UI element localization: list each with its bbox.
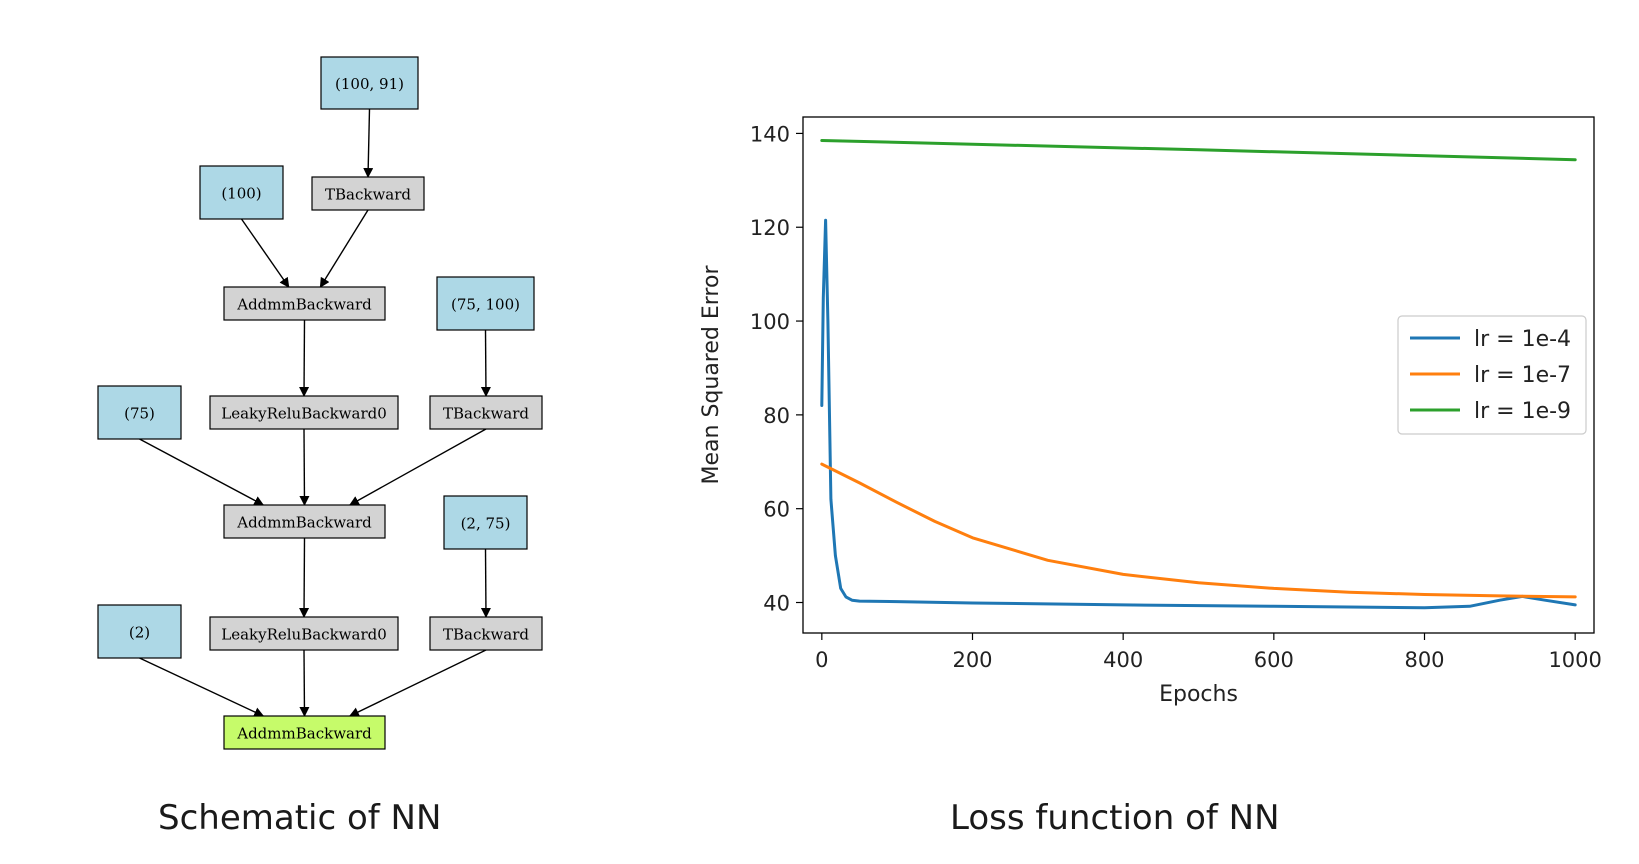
diagram-caption: Schematic of NN [158, 798, 442, 838]
y-tick-label: 140 [750, 122, 790, 146]
node-label: (2, 75) [461, 515, 511, 533]
node-label: TBackward [443, 626, 529, 644]
edge-n3-n4 [319, 209, 369, 288]
y-axis-label: Mean Squared Error [699, 265, 724, 485]
node-n7: LeakyReluBackward0 [209, 395, 399, 430]
node-n4: AddmmBackward [223, 286, 386, 321]
node-n2: (100) [199, 165, 284, 220]
node-box [223, 286, 386, 321]
node-box [209, 395, 399, 430]
node-n6: (75) [97, 385, 182, 440]
node-label: (75) [124, 405, 155, 423]
node-n1: (100, 91) [320, 56, 419, 110]
node-box [320, 56, 419, 110]
node-n5: (75, 100) [436, 276, 535, 331]
diagram-nodes: (100, 91) (100) TBackward AddmmBackward (75,… [97, 56, 543, 750]
node-label: (100) [221, 185, 261, 203]
node-box [429, 395, 543, 430]
edge-n7-n9 [299, 428, 310, 506]
node-label: LeakyReluBackward0 [221, 626, 387, 644]
edge-n4-n7 [299, 319, 310, 397]
node-n11: (2) [97, 604, 182, 659]
node-n9: AddmmBackward [223, 504, 386, 539]
edge-n2-n4 [240, 218, 290, 288]
legend-label-0: lr = 1e-4 [1474, 327, 1571, 352]
x-tick-label: 600 [1254, 648, 1294, 672]
edge-n12-n14 [299, 649, 310, 717]
diagram-edges [139, 108, 491, 717]
node-box [436, 276, 535, 331]
legend-label-2: lr = 1e-9 [1474, 399, 1571, 424]
node-label: TBackward [443, 405, 529, 423]
loss-chart: 0 200 400 600 800 1000 40 60 80 100 120 140 Epochs Me… [699, 116, 1602, 707]
node-box [223, 715, 386, 750]
node-n8: TBackward [429, 395, 543, 430]
edge-n11-n14 [139, 657, 265, 717]
x-tick-label: 800 [1404, 648, 1444, 672]
edge-n6-n9 [139, 438, 265, 506]
node-n10: (2, 75) [443, 495, 528, 550]
series-line-2 [820, 139, 1577, 162]
x-tick-label: 200 [952, 648, 992, 672]
node-n13: TBackward [429, 616, 543, 651]
edge-n10-n13 [480, 548, 491, 618]
node-label: AddmmBackward [236, 725, 372, 743]
x-tick-label: 0 [815, 648, 828, 672]
node-label: LeakyReluBackward0 [221, 405, 387, 423]
node-box [97, 604, 182, 659]
node-box [443, 495, 528, 550]
legend-label-1: lr = 1e-7 [1474, 363, 1571, 388]
edge-n9-n12 [299, 537, 310, 618]
node-label: AddmmBackward [236, 296, 372, 314]
node-label: (75, 100) [451, 296, 520, 314]
legend-box [1397, 315, 1587, 435]
edge-n5-n8 [480, 329, 491, 397]
plot-frame [802, 116, 1595, 634]
node-box [311, 176, 425, 211]
y-tick-label: 100 [750, 310, 790, 334]
y-tick-label: 80 [763, 404, 790, 428]
x-axis-label: Epochs [1159, 682, 1238, 707]
node-label: (2) [129, 624, 150, 642]
node-label: AddmmBackward [236, 514, 372, 532]
y-tick-label: 60 [763, 498, 790, 522]
chart-caption: Loss function of NN [950, 798, 1280, 838]
series-line-1 [820, 462, 1577, 599]
node-n14: AddmmBackward [223, 715, 386, 750]
node-box [209, 616, 399, 651]
node-n12: LeakyReluBackward0 [209, 616, 399, 651]
node-box [199, 165, 284, 220]
legend: lr = 1e-4 lr = 1e-7 lr = 1e-9 [1397, 315, 1587, 435]
edge-n13-n14 [348, 649, 487, 717]
y-tick-label: 40 [763, 592, 790, 616]
edge-n1-n3 [363, 108, 374, 178]
node-box [223, 504, 386, 539]
series-line-0 [820, 218, 1577, 610]
node-label: TBackward [325, 186, 411, 204]
node-box [429, 616, 543, 651]
x-tick-label: 400 [1103, 648, 1143, 672]
node-box [97, 385, 182, 440]
edge-n8-n9 [349, 428, 487, 506]
y-tick-label: 120 [750, 216, 790, 240]
node-label: (100, 91) [335, 75, 404, 93]
x-tick-label: 1000 [1548, 648, 1601, 672]
node-n3: TBackward [311, 176, 425, 211]
